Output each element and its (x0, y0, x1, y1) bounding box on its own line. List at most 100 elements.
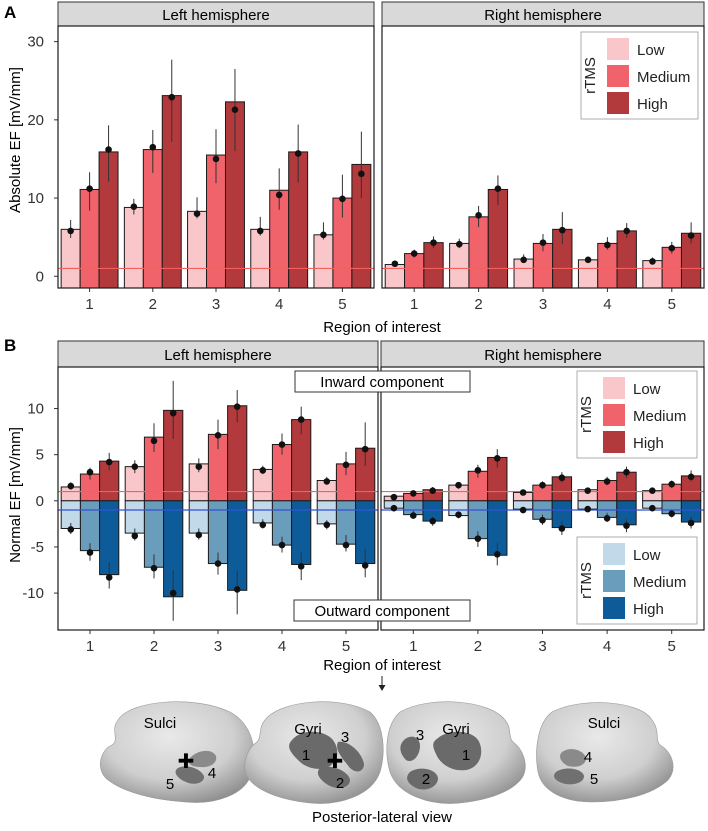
panel-a-legend-label-high: High (637, 96, 668, 113)
panel-b-right-inward-point-high-roi-2 (493, 455, 501, 462)
plot-border (381, 25, 705, 289)
brain-view-4-label-4: 4 (584, 749, 592, 766)
x-tick-label: 4 (603, 296, 611, 313)
panel-b-left-outward-point-medium-roi-3 (214, 560, 222, 567)
panel-b-right-inward-point-low-roi-2 (455, 481, 462, 489)
panel-a-left-point-high-roi-2 (168, 93, 176, 101)
x-tick-label: 2 (149, 296, 157, 313)
x-tick-label: 4 (278, 638, 286, 655)
panel-a-right-point-medium-roi-1 (410, 250, 418, 257)
panel-a-left-point-low-roi-4 (256, 227, 264, 235)
brain-view-1-label-4: 4 (208, 765, 216, 782)
panel-b-left-inward-point-low-roi-5 (323, 478, 331, 485)
panel-a-left-point-low-roi-1 (67, 227, 74, 235)
panel-b-right-inward-point-medium-roi-3 (539, 481, 546, 489)
panel-a-y-axis-title: Absolute EF [mV/mm] (7, 67, 24, 213)
panel-b-left-outward-point-high-roi-1 (105, 574, 113, 581)
x-tick-label: 5 (668, 296, 676, 313)
panel-b-strip-left-label: Left hemisphere (164, 347, 272, 364)
panel-a-right-point-medium-roi-4 (604, 241, 611, 249)
x-tick-label: 1 (86, 638, 94, 655)
panel-b-outward-legend-title: rTMS (578, 562, 595, 599)
panel-b-y-axis-title: Normal EF [mV/mm] (7, 427, 24, 563)
panel-a-right-point-medium-roi-5 (668, 244, 676, 252)
panel-b-right-outward-point-high-roi-5 (687, 519, 695, 527)
panel-b-left-inward-point-high-roi-2 (169, 409, 177, 417)
panel-b-strip-right (380, 340, 705, 368)
roi-4-region (560, 749, 586, 767)
roi-5-region (554, 768, 584, 785)
panel-a-left-point-medium-roi-4 (275, 191, 283, 199)
brain-view-2-label-1: 1 (302, 747, 310, 764)
panel-a-right-bar-medium-roi-1 (404, 253, 425, 289)
panel-b-right-inward-point-medium-roi-5 (668, 480, 675, 488)
panel-a-left-point-low-roi-5 (320, 231, 327, 239)
roi-1-region (433, 731, 482, 771)
panel-b-left-inward-point-low-roi-2 (131, 463, 139, 470)
panel-b-right-outward-point-medium-roi-4 (603, 515, 611, 522)
panel-b-right-inward-point-low-roi-4 (584, 487, 592, 494)
panel-b-inward-legend-title: rTMS (578, 396, 595, 433)
panel-a-right-point-high-roi-3 (559, 226, 566, 234)
panel-label-a: A (4, 3, 16, 22)
panel-b-right-inward-point-medium-roi-4 (603, 478, 611, 485)
x-tick-label: 4 (275, 296, 283, 313)
panel-a-left-bar-low-roi-4 (250, 228, 271, 289)
panel-a-legend-swatch-high (607, 92, 629, 114)
panel-a-right-point-high-roi-2 (494, 185, 502, 192)
roi-2-region (317, 766, 350, 788)
roi-1-region (289, 731, 338, 769)
roi-3-region (400, 736, 420, 762)
brain-view-2-title: Gyri (294, 721, 322, 738)
panel-a-left-bar-low-roi-5 (313, 234, 334, 289)
panel-a-right-bar-high-roi-1 (423, 242, 444, 289)
panel-b-right-outward-point-high-roi-2 (493, 551, 501, 558)
target-cross-icon: ✚ (327, 751, 344, 773)
panel-b-left-inward-point-high-roi-4 (297, 416, 305, 423)
panel-b-right-inward-point-low-roi-1 (390, 493, 398, 501)
panel-b-left-outward-point-low-roi-3 (195, 531, 203, 539)
panel-b-left-outward-point-high-roi-3 (233, 586, 241, 593)
plot-border (380, 366, 705, 631)
brain-view-3-label-1: 1 (462, 747, 470, 764)
panel-a-legend-title: rTMS (582, 57, 599, 94)
panel-a-right-point-high-roi-5 (687, 232, 695, 239)
panel-a-right-bar-medium-roi-2 (468, 216, 489, 289)
x-tick-label: 1 (410, 296, 418, 313)
outward-component-label: Outward component (314, 603, 450, 620)
panel-b-right-outward-point-low-roi-2 (455, 511, 462, 518)
panel-b-right-outward-point-medium-roi-3 (539, 516, 546, 524)
panel-b-strip-left (57, 340, 379, 368)
legends: rTMS Low Medium High rTMS Low Medium High rTMS Lo… (576, 31, 699, 625)
x-tick-label: 3 (539, 296, 547, 313)
panel-b-right-inward-point-medium-roi-2 (474, 467, 482, 474)
panel-a-strip-left (57, 1, 375, 27)
panel-a-right-point-medium-roi-3 (539, 239, 547, 246)
x-tick-label: 4 (603, 638, 611, 655)
x-tick-label: 5 (342, 638, 350, 655)
panel-b-outward-legend-box (576, 536, 698, 625)
brain-surface-1 (100, 701, 255, 803)
panel-b-right-outward-point-low-roi-4 (584, 505, 592, 513)
panel-b-left-outward-point-medium-roi-4 (278, 541, 286, 549)
roi-3-region (337, 741, 364, 772)
panel-b-outward-legend-swatch-high (603, 597, 625, 619)
panel-a-right-point-high-roi-4 (623, 227, 631, 235)
panel-b-right-outward-point-medium-roi-2 (474, 535, 482, 542)
y-tick-label: 20 (27, 112, 44, 129)
y-tick-label: 0 (36, 268, 44, 285)
brain-view-1: Sulci 4 5 ✚ (100, 701, 255, 803)
panel-a-left-point-medium-roi-2 (149, 143, 157, 151)
x-tick-label: 3 (212, 296, 220, 313)
panel-a-left-point-medium-roi-1 (86, 185, 93, 192)
y-tick-label: 0 (36, 493, 44, 510)
brain-view-4: Sulci 4 5 (536, 702, 674, 803)
panel-b-outward-legend-swatch-low (603, 543, 625, 565)
panel-b-left-inward-point-high-roi-5 (361, 445, 369, 453)
panel-b-left-inward-point-low-roi-3 (195, 463, 203, 470)
x-tick-label: 2 (474, 296, 482, 313)
inward-component-label: Inward component (320, 374, 444, 391)
panel-a-left-point-high-roi-1 (105, 146, 112, 153)
panel-b-right-outward-point-low-roi-1 (390, 504, 398, 512)
panel-b-right-outward-point-high-roi-4 (623, 522, 630, 530)
